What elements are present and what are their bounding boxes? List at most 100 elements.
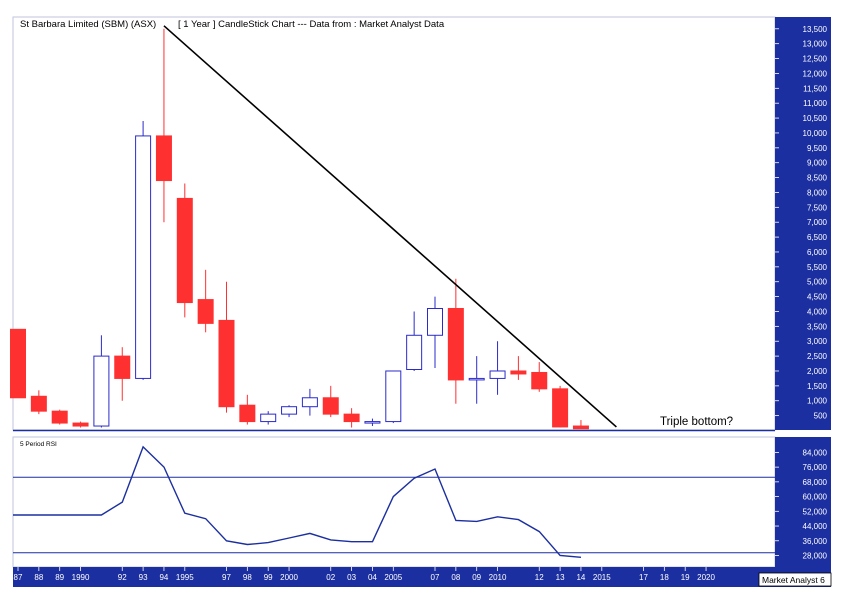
- candle-body: [155, 135, 172, 182]
- x-tick-label: 03: [347, 573, 356, 582]
- price-y-tick-label: 3,500: [807, 322, 828, 331]
- x-tick-label: 07: [431, 573, 440, 582]
- candle-2012: [531, 362, 548, 392]
- x-tick-label: 08: [451, 573, 460, 582]
- candle-1998: [239, 394, 256, 425]
- candle-body: [176, 197, 193, 304]
- candle-2000: [281, 405, 298, 418]
- price-y-tick-label: 12,000: [803, 69, 828, 78]
- price-y-tick-label: 11,500: [803, 84, 827, 93]
- x-tick-label: 18: [660, 573, 669, 582]
- x-tick-label: 93: [139, 573, 148, 582]
- candle-body: [239, 404, 256, 423]
- candle-body: [135, 135, 152, 379]
- rsi-y-tick-label: 76,000: [803, 463, 828, 472]
- candle-1989: [51, 409, 68, 425]
- candle-body: [447, 308, 464, 381]
- price-y-tick-label: 6,000: [807, 248, 828, 257]
- candle-body: [93, 355, 110, 427]
- rsi-y-tick-label: 44,000: [803, 522, 828, 531]
- x-tick-label: 2005: [384, 573, 402, 582]
- candle-2007: [427, 296, 443, 369]
- rsi-y-tick-label: 28,000: [803, 552, 828, 561]
- candle-body: [468, 377, 485, 381]
- candle-body: [10, 328, 26, 399]
- price-y-tick-label: 3,000: [807, 337, 828, 346]
- candle-body: [301, 397, 318, 408]
- price-y-tick-label: 11,000: [803, 99, 827, 108]
- x-tick-label: 88: [34, 573, 43, 582]
- x-tick-label: 99: [264, 573, 273, 582]
- x-tick-label: 2000: [280, 573, 298, 582]
- x-tick-label: 94: [159, 573, 168, 582]
- price-y-tick-label: 7,000: [807, 218, 828, 227]
- price-y-tick-label: 9,500: [807, 144, 828, 153]
- x-tick-label: 02: [326, 573, 335, 582]
- candle-1995: [176, 183, 193, 318]
- x-tick-label: 19: [681, 573, 690, 582]
- candle-body: [260, 413, 277, 423]
- price-y-tick-label: 13,500: [803, 25, 828, 34]
- candlestick-series: [10, 28, 589, 430]
- price-y-tick-label: 7,500: [807, 203, 828, 212]
- x-tick-label: 04: [368, 573, 377, 582]
- x-tick-label: 92: [118, 573, 127, 582]
- candle-body: [281, 406, 298, 415]
- price-y-tick-label: 4,500: [807, 293, 828, 302]
- triple-bottom-annotation: Triple bottom?: [660, 416, 733, 428]
- candle-body: [489, 370, 506, 379]
- price-y-tick-label: 6,500: [807, 233, 828, 242]
- rsi-y-ticks: 28,000 36,000 44,000 52,000 60,000 68,000 76,0…: [775, 448, 828, 561]
- x-axis-ticks: 87 88 89 1990 92 93 94 1995 97 98 99 2000 02 03 04 2005…: [14, 567, 715, 582]
- rsi-y-tick-label: 68,000: [803, 478, 828, 487]
- price-y-tick-label: 4,000: [807, 307, 828, 316]
- candle-body: [572, 425, 589, 430]
- candle-body: [385, 370, 402, 423]
- price-y-tick-label: 2,000: [807, 367, 828, 376]
- rsi-panel-title: 5 Period RSI: [20, 441, 57, 448]
- candle-body: [322, 397, 339, 415]
- x-tick-label: 2015: [593, 573, 611, 582]
- x-tick-label: 2010: [489, 573, 507, 582]
- price-y-tick-label: 2,500: [807, 352, 828, 361]
- rsi-y-tick-label: 36,000: [803, 537, 828, 546]
- x-tick-label: 89: [55, 573, 64, 582]
- price-axis-bg: [775, 17, 831, 430]
- candle-2006: [406, 311, 423, 371]
- candle-1990: [72, 421, 89, 428]
- candle-body: [51, 410, 68, 424]
- x-axis-bg: [13, 567, 831, 587]
- x-tick-label: 98: [243, 573, 252, 582]
- candle-body: [30, 395, 47, 412]
- price-y-tick-label: 500: [814, 412, 828, 421]
- candle-body: [72, 422, 89, 427]
- x-tick-label: 87: [14, 573, 23, 582]
- candle-2008: [447, 278, 464, 404]
- candle-1999: [260, 411, 277, 425]
- candle-2011: [510, 356, 527, 380]
- price-y-ticks: 500 1,000 1,500 2,000 2,500 3,000 3,500 4,000 4,…: [775, 25, 828, 421]
- x-tick-label: 12: [535, 573, 544, 582]
- down-trend-line: [163, 25, 617, 428]
- price-y-tick-label: 1,500: [807, 382, 828, 391]
- candle-2003: [343, 408, 360, 428]
- candle-1996: [197, 269, 214, 333]
- candle-2013: [552, 385, 569, 428]
- candle-body: [552, 388, 569, 428]
- candle-2002: [322, 385, 339, 418]
- price-y-tick-label: 5,500: [807, 263, 828, 272]
- candle-1994: [155, 28, 172, 223]
- x-tick-label: 14: [576, 573, 585, 582]
- rsi-y-tick-label: 60,000: [803, 493, 828, 502]
- price-y-tick-label: 5,000: [807, 278, 828, 287]
- candle-1992: [114, 347, 131, 401]
- candle-body: [218, 319, 235, 408]
- candle-body: [406, 334, 423, 371]
- rsi-y-tick-label: 84,000: [803, 448, 828, 457]
- price-y-tick-label: 9,000: [807, 159, 828, 168]
- candle-body: [343, 413, 360, 423]
- candle-2001: [301, 388, 318, 416]
- x-tick-label: 1990: [72, 573, 90, 582]
- rsi-line: [13, 445, 582, 558]
